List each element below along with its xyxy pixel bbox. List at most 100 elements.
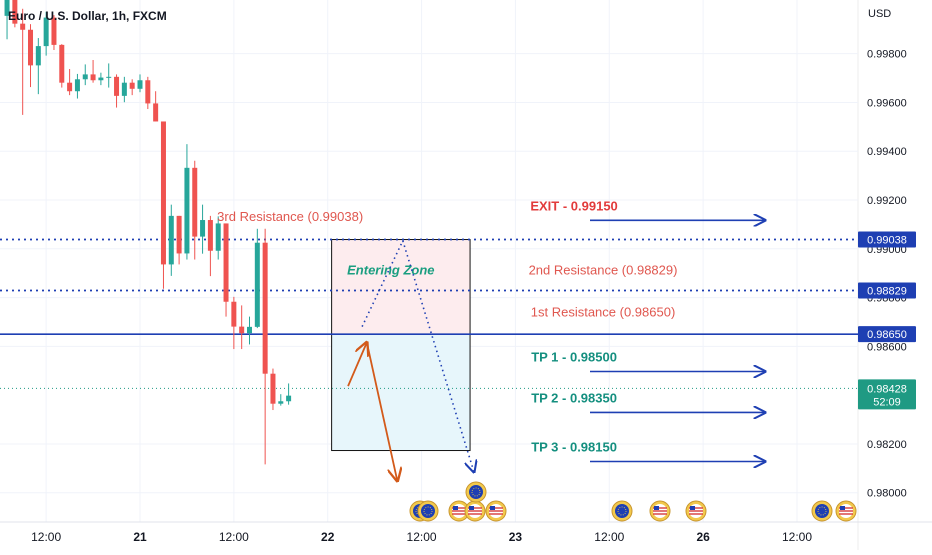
eu-stars-ring: [817, 506, 827, 516]
eu-event-icon[interactable]: [811, 500, 833, 522]
candle-body: [43, 17, 49, 47]
countdown-label: 52:09: [873, 396, 901, 408]
us-event-icon[interactable]: [485, 500, 507, 522]
time-tick-label: 12:00: [407, 530, 437, 544]
us-flag-stripe: [689, 507, 703, 509]
economic-events[interactable]: [409, 481, 857, 522]
exit-label: EXIT - 0.99150: [530, 198, 617, 213]
candle-body: [51, 17, 57, 45]
candle-body: [35, 46, 41, 66]
candle-body: [239, 326, 245, 334]
level-price-tag[interactable]: [858, 326, 916, 343]
candles: [4, 0, 292, 465]
us-flag-stripe: [653, 510, 667, 512]
candle-body: [247, 326, 253, 334]
candle-body: [160, 121, 166, 265]
candle-body: [278, 401, 284, 404]
candle-body: [231, 301, 237, 327]
symbol-title: Euro / U.S. Dollar, 1h, FXCM: [8, 9, 167, 23]
price-tick-label: 0.99600: [867, 97, 907, 109]
us-flag-stripe: [839, 513, 853, 515]
level-price-tag[interactable]: [858, 282, 916, 299]
candle-body: [121, 82, 127, 96]
us-flag-stripe: [839, 510, 853, 512]
price-tick-label: 0.99400: [867, 146, 907, 158]
current-price-label: 0.98428: [867, 383, 907, 395]
us-flag-stripe: [468, 507, 482, 509]
time-tick-label: 12:00: [219, 530, 249, 544]
candle-body: [207, 220, 213, 251]
candle-body: [28, 29, 34, 66]
eu-event-icon[interactable]: [465, 481, 487, 503]
us-event-icon[interactable]: [649, 500, 671, 522]
level-price-tag-label: 0.98829: [867, 286, 907, 298]
us-flag-canton: [490, 506, 495, 510]
entering-zone-box: [331, 239, 471, 335]
eu-flag-disc: [469, 485, 483, 499]
price-tick-label: 0.98600: [867, 341, 907, 353]
candle-body: [200, 220, 206, 237]
time-tick-label: 12:00: [782, 530, 812, 544]
resistance-label: 1st Resistance (0.98650): [531, 304, 676, 319]
level-price-tag-label: 0.99038: [867, 235, 907, 247]
us-flag-stripe: [452, 513, 466, 515]
us-event-icon[interactable]: [835, 500, 857, 522]
candle-body: [74, 79, 80, 92]
trade-zones: Entering Zone: [331, 239, 471, 452]
us-flag-canton: [690, 506, 695, 510]
eu-flag-disc: [421, 504, 435, 518]
candle-body: [153, 103, 159, 122]
level-price-tag[interactable]: [858, 231, 916, 248]
candle-body: [176, 215, 182, 254]
currency-label: USD: [868, 8, 891, 20]
candle-body: [223, 223, 229, 302]
take-profit-label: TP 3 - 0.98150: [531, 440, 617, 455]
candle-body: [129, 82, 135, 89]
target-zone-box: [331, 333, 471, 452]
projection-paths: [347, 238, 474, 481]
us-flag-stripe: [689, 513, 703, 515]
us-event-icon[interactable]: [464, 500, 486, 522]
candle-body: [90, 74, 96, 81]
us-flag-stripe: [489, 513, 503, 515]
resistance-label: 2nd Resistance (0.98829): [529, 262, 678, 277]
price-tick-label: 0.99800: [867, 49, 907, 61]
time-tick-label: 26: [696, 530, 710, 544]
candle-body: [59, 44, 65, 83]
candle-body: [192, 167, 198, 237]
us-flag-stripe: [839, 507, 853, 509]
us-flag-stripe: [452, 510, 466, 512]
time-tick-label: 12:00: [31, 530, 61, 544]
price-tick-label: 0.98200: [867, 439, 907, 451]
us-flag-stripe: [452, 507, 466, 509]
us-event-icon[interactable]: [685, 500, 707, 522]
candle-body: [262, 242, 268, 374]
eu-stars-ring: [617, 506, 627, 516]
price-levels[interactable]: [0, 238, 858, 389]
candle-body: [184, 167, 190, 254]
candle-body: [270, 373, 276, 404]
take-profit-label: TP 1 - 0.98500: [531, 349, 617, 364]
candle-body: [4, 0, 10, 16]
annotations: 3rd Resistance (0.99038) 2nd Resistance (…: [217, 198, 765, 461]
trade-path-down: [365, 342, 398, 480]
price-axis[interactable]: 0.998000.996000.994000.992000.990000.988…: [858, 49, 916, 500]
us-flag-stripe: [468, 510, 482, 512]
eu-event-icon[interactable]: [417, 500, 439, 522]
current-price-tag[interactable]: [858, 379, 916, 410]
us-event-icon[interactable]: [448, 500, 470, 522]
us-flag-canton: [453, 506, 458, 510]
resistance-label: 3rd Resistance (0.99038): [217, 209, 363, 224]
candle-body: [106, 76, 112, 78]
candle-body: [114, 76, 120, 96]
projection-path: [361, 238, 474, 472]
candle-body: [137, 80, 143, 89]
eu-event-icon[interactable]: [611, 500, 633, 522]
trade-path-up: [347, 342, 367, 387]
candle-body: [145, 80, 151, 104]
price-tick-label: 0.99200: [867, 195, 907, 207]
us-flag-stripe: [468, 513, 482, 515]
time-axis[interactable]: 12:00 21 12:00 22 12:00 23 12:00 26 12:00: [0, 521, 932, 544]
